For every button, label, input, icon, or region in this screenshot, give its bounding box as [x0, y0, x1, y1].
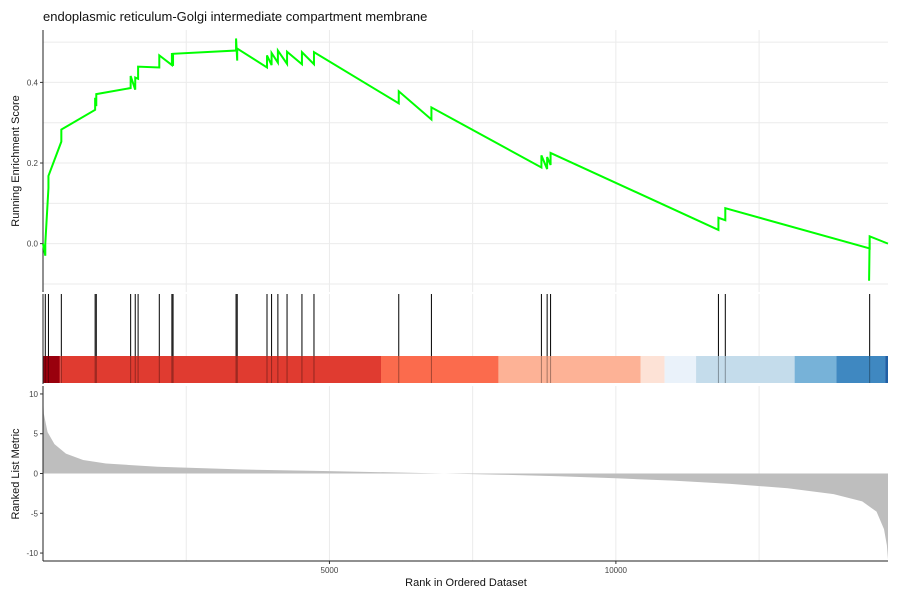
metric-tick-label: 0: [34, 470, 39, 479]
metric-y-ticks: 10 5 0 -5 -10: [26, 390, 43, 558]
color-bar-segment: [794, 356, 837, 383]
es-tick-label: 0.4: [27, 78, 39, 87]
color-bar-segment: [836, 356, 886, 383]
es-tick-label: 0.2: [27, 159, 39, 168]
x-tick-label: 5000: [321, 566, 339, 575]
color-bar-segment: [43, 356, 60, 383]
es-y-ticks: 0.0 0.2 0.4: [27, 78, 43, 249]
color-bar-segment: [498, 356, 641, 383]
hit-grid: [185, 294, 760, 356]
color-bar-segment: [640, 356, 665, 383]
x-axis-title: Rank in Ordered Dataset: [405, 577, 527, 589]
metric-tick-label: 10: [29, 390, 38, 399]
color-bar-segment: [381, 356, 499, 383]
es-y-axis-title: Running Enrichment Score: [10, 95, 22, 226]
es-tick-label: 0.0: [27, 240, 39, 249]
ranked-list-metric-panel: 10 5 0 -5 -10 5000 10000 Ranked List Metric R…: [10, 386, 888, 589]
gene-hits-panel: [42, 294, 888, 384]
x-axis-ticks: 5000 10000: [321, 561, 628, 575]
metric-tick-label: -5: [31, 509, 39, 518]
ranked-list-color-bar: [43, 356, 888, 383]
ranked-metric-area: [43, 393, 888, 560]
es-grid: [43, 30, 888, 292]
running-enrichment-score-panel: 0.0 0.2 0.4 Running Enrichment Score: [10, 30, 889, 292]
color-bar-segment: [696, 356, 795, 383]
x-tick-label: 10000: [605, 566, 628, 575]
gene-hit-lines: [44, 294, 871, 356]
running-enrichment-score-line: [42, 38, 889, 281]
metric-tick-label: 5: [34, 430, 39, 439]
chart-title: endoplasmic reticulum-Golgi intermediate…: [43, 9, 427, 24]
color-bar-segment: [885, 356, 888, 383]
color-bar-segment: [60, 356, 382, 383]
metric-y-axis-title: Ranked List Metric: [10, 428, 22, 520]
metric-tick-label: -10: [26, 549, 38, 558]
color-bar-segment: [59, 356, 61, 383]
color-bar-segment: [664, 356, 697, 383]
